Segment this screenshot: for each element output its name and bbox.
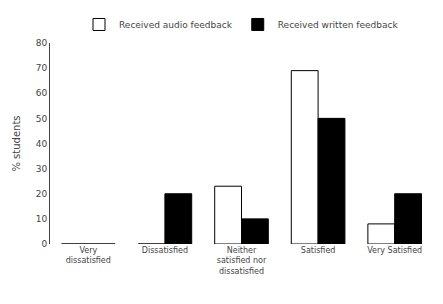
svg-text:Received audio feedback: Received audio feedback <box>119 20 233 30</box>
svg-text:40: 40 <box>36 139 48 149</box>
svg-text:50: 50 <box>36 114 48 124</box>
svg-text:Received written feedback: Received written feedback <box>278 20 399 30</box>
svg-text:Neithersatisfied nordissatisfi: Neithersatisfied nordissatisfied <box>217 246 267 276</box>
svg-text:80: 80 <box>36 38 48 48</box>
svg-text:Satisfied: Satisfied <box>301 246 336 255</box>
svg-text:% students: % students <box>11 115 22 171</box>
svg-text:0: 0 <box>41 239 47 249</box>
svg-text:30: 30 <box>36 164 48 174</box>
svg-text:Verydissatisfied: Verydissatisfied <box>66 246 111 265</box>
svg-text:70: 70 <box>36 63 48 73</box>
svg-text:20: 20 <box>36 189 48 199</box>
svg-text:Very Satisfied: Very Satisfied <box>367 246 422 255</box>
svg-text:10: 10 <box>36 214 48 224</box>
svg-text:60: 60 <box>36 88 48 98</box>
svg-text:Dissatisfied: Dissatisfied <box>142 246 188 255</box>
